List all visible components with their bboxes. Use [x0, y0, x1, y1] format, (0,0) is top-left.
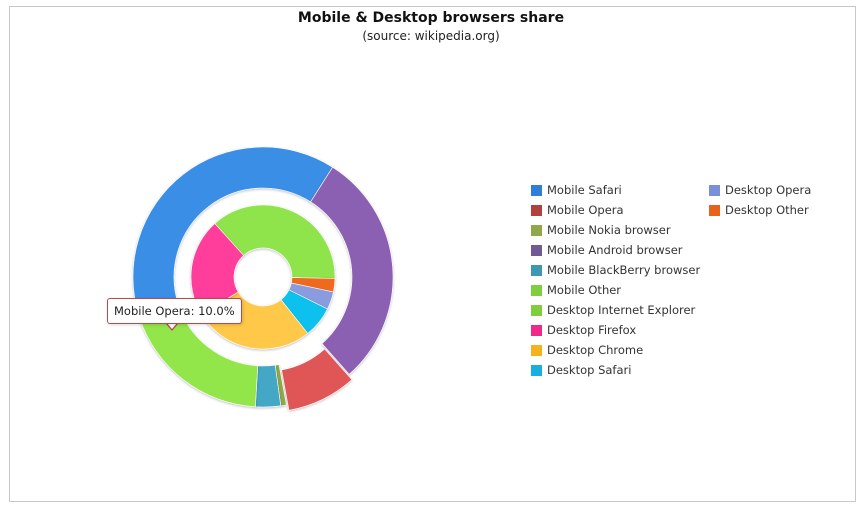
legend-label: Mobile Nokia browser	[547, 223, 671, 237]
legend-swatch	[709, 184, 720, 196]
legend-label: Desktop Opera	[725, 183, 812, 197]
legend-item-mobile-blackberry-browser[interactable]: Mobile BlackBerry browser	[531, 260, 700, 280]
legend-item-mobile-safari[interactable]: Mobile Safari	[531, 180, 700, 200]
chart-legend: Mobile Safari Mobile Opera Mobile Nokia br…	[531, 180, 851, 380]
legend-swatch	[531, 284, 542, 296]
slice-mobile-opera[interactable]	[281, 348, 353, 411]
legend-label: Mobile BlackBerry browser	[547, 263, 701, 277]
legend-label: Mobile Safari	[547, 183, 622, 197]
legend-item-mobile-android-browser[interactable]: Mobile Android browser	[531, 240, 700, 260]
legend-label: Desktop Internet Explorer	[547, 303, 696, 317]
legend-item-desktop-safari[interactable]: Desktop Safari	[531, 360, 700, 380]
tooltip-arrow-inner	[167, 323, 177, 329]
legend-swatch	[531, 264, 542, 276]
tooltip: Mobile Opera: 10.0%	[107, 298, 242, 324]
legend-column-1: Mobile Safari Mobile Opera Mobile Nokia br…	[531, 180, 700, 380]
legend-item-mobile-other[interactable]: Mobile Other	[531, 280, 700, 300]
legend-swatch	[531, 244, 542, 256]
legend-swatch	[531, 184, 542, 196]
legend-item-mobile-opera[interactable]: Mobile Opera	[531, 200, 700, 220]
legend-swatch	[531, 324, 542, 336]
slice-desktop-firefox[interactable]	[190, 223, 245, 315]
legend-swatch	[531, 344, 542, 356]
legend-label: Mobile Other	[547, 283, 622, 297]
inner-ring	[190, 204, 336, 350]
chart-subtitle: (source: wikipedia.org)	[362, 29, 500, 43]
legend-label: Desktop Other	[725, 203, 809, 217]
legend-label: Desktop Chrome	[547, 343, 644, 357]
legend-item-desktop-internet-explorer[interactable]: Desktop Internet Explorer	[531, 300, 700, 320]
legend-swatch	[531, 364, 542, 376]
legend-item-mobile-nokia-browser[interactable]: Mobile Nokia browser	[531, 220, 700, 240]
slice-mobile-android-browser[interactable]	[310, 166, 394, 375]
legend-label: Desktop Safari	[547, 363, 632, 377]
slice-mobile-safari[interactable]	[132, 146, 334, 318]
legend-label: Mobile Opera	[547, 203, 624, 217]
legend-label: Desktop Firefox	[547, 323, 637, 337]
legend-item-desktop-firefox[interactable]: Desktop Firefox	[531, 320, 700, 340]
outer-ring	[132, 146, 394, 411]
legend-swatch	[709, 204, 720, 216]
legend-column-2: Desktop Opera Desktop Other	[709, 180, 811, 220]
legend-label: Mobile Android browser	[547, 243, 683, 257]
legend-swatch	[531, 224, 542, 236]
chart-title: Mobile & Desktop browsers share	[297, 10, 565, 26]
legend-swatch	[531, 304, 542, 316]
slice-desktop-internet-explorer[interactable]	[214, 204, 336, 279]
legend-item-desktop-chrome[interactable]: Desktop Chrome	[531, 340, 700, 360]
legend-item-desktop-other[interactable]: Desktop Other	[709, 200, 811, 220]
legend-swatch	[531, 204, 542, 216]
legend-item-desktop-opera[interactable]: Desktop Opera	[709, 180, 811, 200]
